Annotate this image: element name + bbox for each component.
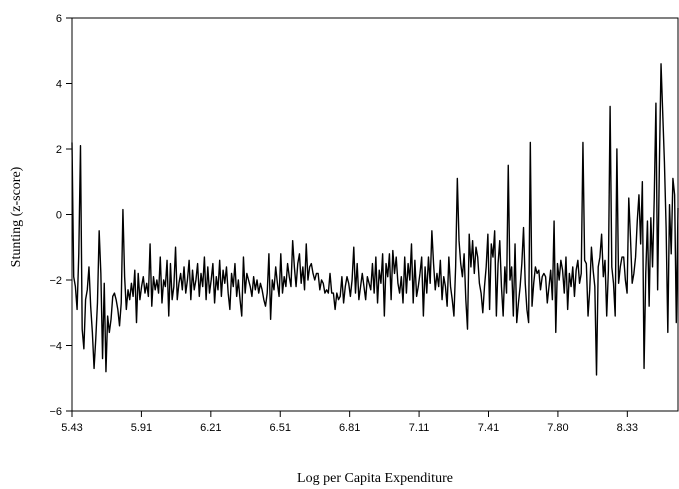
y-tick-label: 0 — [56, 210, 62, 222]
x-axis-title: Log per Capita Expenditure — [297, 471, 453, 486]
y-tick-label: 6 — [56, 13, 62, 25]
x-axis: 5.43 5.91 6.21 6.51 6.81 7.11 7.41 7.80 8.33 — [61, 411, 638, 434]
x-tick-label: 8.33 — [617, 422, 638, 434]
x-tick-label: 6.21 — [200, 422, 221, 434]
y-tick-label: 4 — [56, 79, 62, 91]
plot-area: −6 −4 −2 0 2 4 6 5.43 5.91 6.21 6.51 6.81 7.11 7.41 7… — [49, 13, 679, 434]
series-line — [71, 63, 679, 376]
y-axis: −6 −4 −2 0 2 4 6 — [49, 13, 72, 418]
x-tick-label: 7.11 — [409, 422, 430, 434]
y-tick-label: −2 — [49, 275, 62, 287]
plot-frame — [71, 17, 679, 412]
y-tick-label: −4 — [49, 341, 62, 353]
x-tick-label: 5.91 — [131, 422, 152, 434]
x-tick-label: 7.80 — [547, 422, 568, 434]
x-tick-label: 6.51 — [270, 422, 291, 434]
x-tick-label: 7.41 — [478, 422, 499, 434]
x-tick-label: 5.43 — [61, 422, 82, 434]
x-tick-label: 6.81 — [339, 422, 360, 434]
y-tick-label: −6 — [49, 406, 62, 418]
y-axis-title: Stunting (z-score) — [9, 166, 24, 267]
y-tick-label: 2 — [56, 144, 62, 156]
